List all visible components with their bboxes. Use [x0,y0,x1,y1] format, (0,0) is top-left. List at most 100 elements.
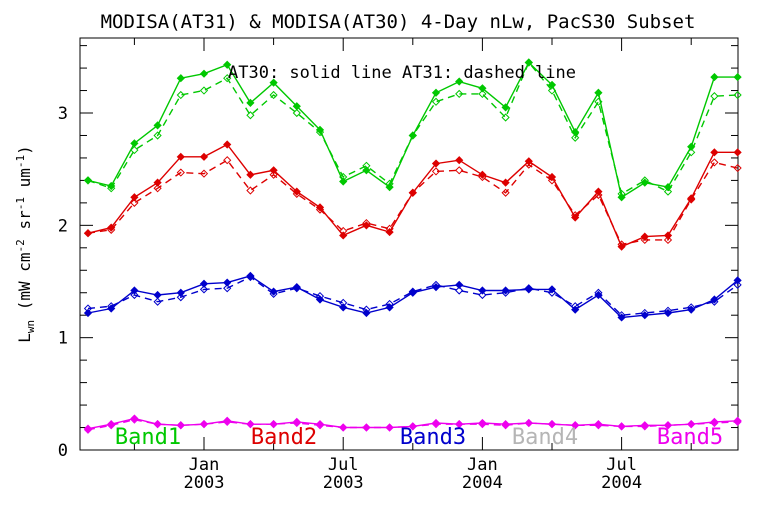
series-band5-at30-marker [83,424,93,433]
series-band5-at30-marker [455,420,464,429]
series-band2-at30-marker [710,148,719,157]
plot-box [79,37,739,451]
series-band1-at30-marker [617,193,626,202]
series-band5-at30-marker [594,420,603,429]
series-band3-at30-marker [199,279,209,288]
series-band3-at30-marker [571,305,580,314]
series-band3-at30-marker [710,295,719,304]
series-band1-at30-marker [223,60,232,69]
series-band5-at30-marker [130,414,139,423]
series-band2-at30-marker [339,231,348,240]
series-band1-at31-marker [501,113,510,122]
series-band1-at31-marker [130,145,139,155]
series-band2-at31-marker [431,167,441,176]
band-label-band4: Band4 [512,425,578,450]
series-band2-at30-marker [107,223,116,232]
series-band2-at30-marker [640,232,649,241]
series-band1-at30-marker [547,80,557,90]
series-band3-at30-marker [547,285,557,294]
x-tick-label-month: Jul [606,455,637,475]
x-tick-label-year: 2003 [323,473,364,493]
series-band5-at30-marker [223,416,232,425]
series-band2-at31-marker [269,170,278,179]
series-band1-at30-marker [385,183,394,192]
series-band2-at30-marker [733,148,742,157]
series-band1-at30-marker [501,103,510,112]
series-band1-at30-marker [176,74,185,83]
y-tick-label: 3 [58,104,68,124]
series-band2-at31-marker [733,163,742,173]
x-tick-label-year: 2004 [601,473,642,493]
series-band3-at30-marker [455,280,464,289]
series-band1-at31-marker [176,90,185,100]
series-band1-at31-marker [431,97,441,106]
series-band1-at30-marker [107,181,116,191]
series-band1-at30-marker [710,72,719,82]
series-band1-at31-marker [269,90,278,100]
series-band3-at30-marker [83,308,93,318]
series-band2-at31-marker [501,188,510,197]
series-band3-at30-marker [733,276,742,285]
series-band2-at31-marker [547,176,557,185]
series-band2-at31-marker [246,186,255,195]
series-band1-at30-marker [269,78,278,87]
y-axis-label: Lwn​ (mW cm-2​ sr-1​ um-1​) [14,145,37,343]
y-tick-label: 1 [58,329,68,349]
series-band3-at31-marker [153,297,162,306]
series-band3-at31-marker [199,285,209,294]
series-band3-at30-marker [153,290,162,300]
series-band5-at30-marker [687,420,696,429]
series-band1-at31-marker [292,108,301,118]
series-band1-at30-marker [687,142,696,151]
series-band2-at30-marker [315,203,325,212]
series-band3-at31-marker [733,280,742,289]
series-band5-at30-marker [617,422,626,431]
series-band3-at30-marker [246,271,255,280]
y-tick-label: 0 [58,441,68,461]
series-band2-at30-marker [687,194,696,203]
series-band1-at30-marker [83,176,93,185]
series-band5-at30-marker [176,421,185,430]
band-label-band2: Band2 [251,425,317,450]
series-band2-at30-marker [385,227,394,237]
x-tick-label-year: 2004 [462,473,503,493]
band-label-band5: Band5 [657,425,723,450]
series-band3-at30-marker [339,303,348,312]
series-band1-at30-marker [431,88,441,97]
series-band2-at30-marker [478,170,487,179]
series-band5-at30-marker [292,417,301,427]
series-band1-at30-marker [315,125,325,134]
series-band3-at30-marker [362,308,371,318]
series-band2-at30-marker [130,193,139,202]
series-band1-at30-marker [339,177,348,186]
series-band2-at31-marker [223,156,232,165]
series-band2-at31-marker [710,158,719,167]
x-tick-label-month: Jan [189,455,220,475]
series-band2-at30-marker [431,159,441,168]
series-band2-at31-marker [663,235,673,245]
series-band2-at30-marker [455,156,464,165]
series-band5-at30-marker [199,420,209,429]
series-band1-at30-marker [663,183,673,192]
series-band2-at30-marker [663,231,673,240]
series-band5-at30-marker [663,421,673,430]
series-band2-at30-marker [408,188,417,197]
series-band1-at31-marker [223,74,232,83]
series-band1-at31-marker [710,92,719,101]
series-band3-at30-marker [663,308,673,318]
series-band3-at30-marker [594,290,603,300]
series-band1-at30-marker [153,121,162,130]
series-band1-at30-marker [408,131,417,140]
series-band5-at30-marker [246,420,255,429]
series-band1-at30-marker [640,178,649,187]
series-band3-at30-marker [315,295,325,304]
series-band1-at30-marker [362,166,371,175]
series-band2-at30-marker [617,242,626,251]
series-band2-at30-marker [362,221,371,230]
band-label-band3: Band3 [400,425,466,450]
series-band3-at31-line [87,276,739,316]
series-band1-at31-marker [733,90,742,100]
series-band1-at31-marker [153,131,162,140]
series-band3-at30-marker [687,305,696,314]
series-band5-at30-marker [478,418,487,428]
